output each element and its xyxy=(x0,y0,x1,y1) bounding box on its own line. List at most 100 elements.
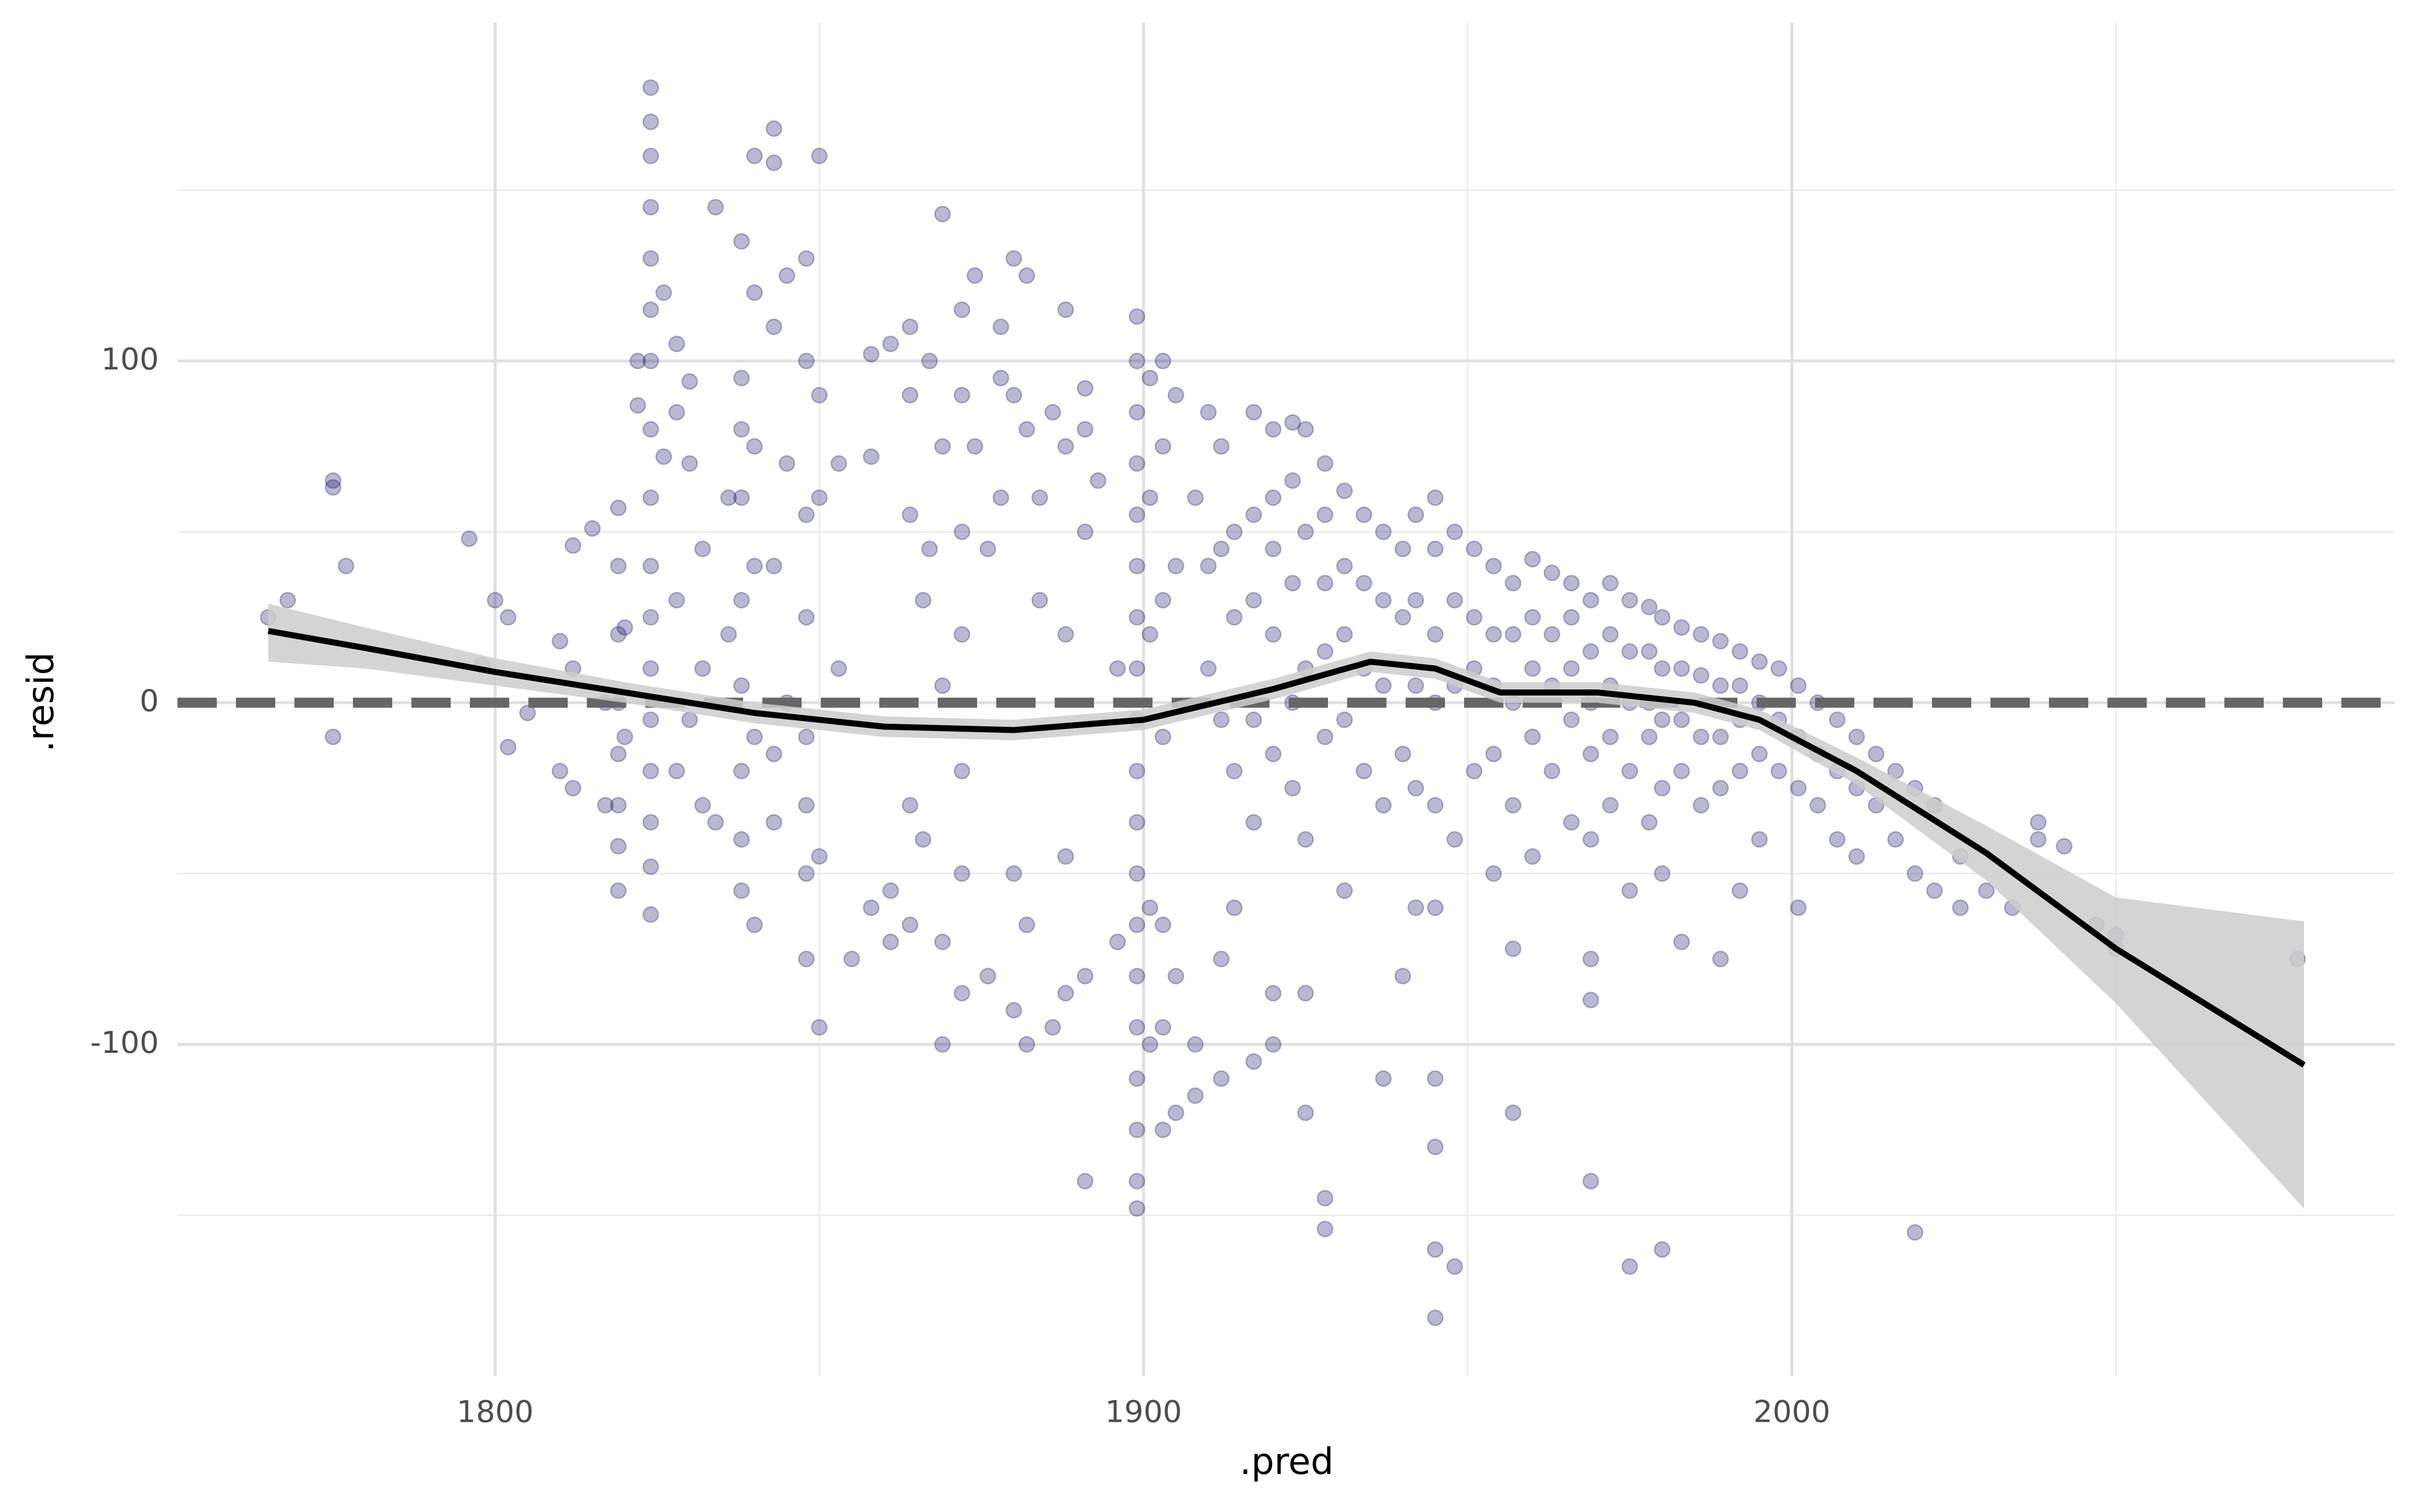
point xyxy=(1355,506,1372,523)
point xyxy=(1654,609,1671,626)
point xyxy=(746,728,763,745)
point xyxy=(798,506,815,523)
point xyxy=(1582,592,1599,609)
point xyxy=(1563,814,1580,831)
point xyxy=(1524,551,1541,568)
point xyxy=(1005,1002,1022,1019)
point xyxy=(1751,831,1768,848)
point xyxy=(1167,387,1184,404)
point xyxy=(921,540,938,557)
point xyxy=(1446,831,1463,848)
point xyxy=(1602,728,1619,745)
point xyxy=(1926,882,1943,899)
point xyxy=(1848,728,1865,745)
point xyxy=(1264,540,1282,557)
point xyxy=(953,523,971,540)
point xyxy=(668,404,685,421)
point xyxy=(921,352,938,369)
point xyxy=(798,865,815,882)
point xyxy=(934,1036,951,1053)
point xyxy=(1128,557,1145,575)
point xyxy=(279,592,296,609)
smooth-line xyxy=(267,627,2306,1068)
point xyxy=(1427,540,1444,557)
point xyxy=(616,728,633,745)
point xyxy=(1692,626,1710,643)
point xyxy=(519,705,536,722)
point xyxy=(1128,865,1145,882)
point xyxy=(642,79,659,96)
point xyxy=(1297,523,1314,540)
point xyxy=(1018,916,1036,933)
point xyxy=(1446,592,1463,609)
point xyxy=(1952,899,1969,916)
point xyxy=(934,677,951,694)
point xyxy=(1504,940,1522,957)
point xyxy=(610,838,627,855)
point xyxy=(1602,626,1619,643)
point xyxy=(746,557,763,575)
point xyxy=(798,728,815,745)
point xyxy=(1005,250,1022,267)
point xyxy=(1245,1053,1262,1070)
point xyxy=(863,448,880,465)
point xyxy=(811,848,828,865)
point xyxy=(1641,814,1658,831)
point xyxy=(1128,506,1145,523)
point xyxy=(733,882,750,899)
point xyxy=(1109,933,1126,951)
point xyxy=(325,472,342,489)
point xyxy=(798,609,815,626)
point xyxy=(953,301,971,319)
point xyxy=(1524,660,1541,677)
point xyxy=(1582,831,1599,848)
point xyxy=(1336,711,1353,728)
point xyxy=(1226,609,1243,626)
point xyxy=(642,609,659,626)
point xyxy=(915,592,932,609)
point xyxy=(1582,1173,1599,1190)
point xyxy=(901,318,919,335)
point xyxy=(1031,592,1048,609)
point xyxy=(1128,404,1145,421)
point xyxy=(668,763,685,780)
point xyxy=(746,438,763,455)
point xyxy=(642,711,659,728)
point xyxy=(733,421,750,438)
point xyxy=(1200,557,1217,575)
point xyxy=(1466,763,1483,780)
point xyxy=(1712,951,1729,968)
point xyxy=(1563,609,1580,626)
point xyxy=(1906,865,1923,882)
point xyxy=(1167,968,1184,985)
point xyxy=(1213,1070,1230,1087)
point xyxy=(1005,865,1022,882)
point xyxy=(830,660,848,677)
point xyxy=(1809,797,1826,814)
point xyxy=(915,831,932,848)
point xyxy=(642,660,659,677)
point xyxy=(1504,575,1522,592)
y-tick-label: 0 xyxy=(140,683,159,719)
point xyxy=(1213,540,1230,557)
point xyxy=(1264,745,1282,763)
point xyxy=(966,438,984,455)
point xyxy=(1213,711,1230,728)
point xyxy=(1264,1036,1282,1053)
point xyxy=(487,592,504,609)
point xyxy=(1018,1036,1036,1053)
point xyxy=(610,557,627,575)
point xyxy=(1673,763,1690,780)
point xyxy=(552,763,569,780)
point xyxy=(1751,745,1768,763)
point xyxy=(953,865,971,882)
point xyxy=(1394,745,1411,763)
point xyxy=(1044,404,1061,421)
point xyxy=(1187,489,1204,506)
point xyxy=(337,557,354,575)
point xyxy=(1485,745,1502,763)
point xyxy=(610,745,627,763)
point xyxy=(882,882,899,899)
point xyxy=(1155,592,1172,609)
